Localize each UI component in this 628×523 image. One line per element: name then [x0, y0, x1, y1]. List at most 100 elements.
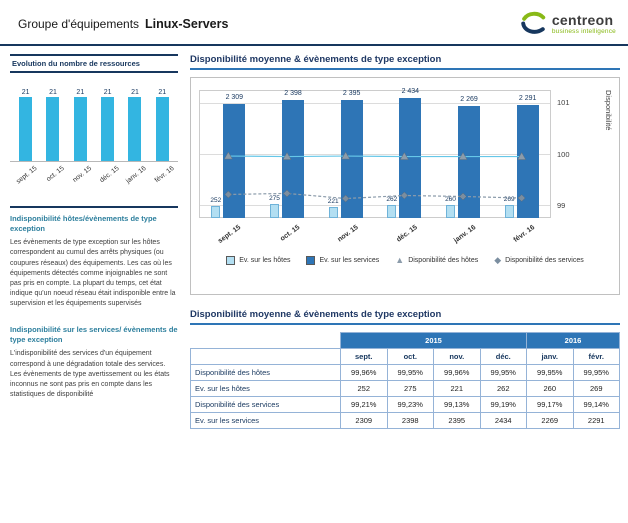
diamond-marker-icon: ◆ — [494, 255, 502, 265]
resources-x-labels: sept. 15 oct. 15 nov. 15 déc. 15 janv. 16 fév… — [10, 162, 178, 196]
sidebar-section-body: L'indisponibilité des services d'un équi… — [10, 350, 170, 399]
x-axis-label: oct. 15 — [45, 165, 66, 184]
table-section-title: Disponibilité moyenne & évènements de ty… — [190, 309, 442, 320]
table-cell: 99,95% — [479, 364, 527, 381]
x-axis-label: févr. 16 — [512, 224, 536, 244]
bar-value-label: 21 — [49, 89, 57, 96]
table-cell: 99,17% — [526, 396, 574, 413]
resources-bar — [155, 97, 169, 161]
table-cell: 99,21% — [340, 396, 388, 413]
resources-bars-row: 21 21 21 21 21 21 — [10, 83, 178, 162]
table-cell: 2291 — [572, 412, 620, 429]
table-row: Disponibilité des services 99,21% 99,23% 99… — [190, 396, 620, 413]
right-axis-tick-label: 100 — [557, 149, 570, 159]
section-title-rule — [190, 68, 620, 70]
availability-stats-table: 2015 2016 sept. oct. nov. déc. janv. févr. Dispo… — [190, 332, 620, 429]
right-axis-title: Disponibilité — [604, 90, 613, 131]
table-cell: 2309 — [340, 412, 388, 429]
legend-label: Disponibilité des services — [505, 257, 584, 264]
services-events-bar — [223, 104, 246, 218]
table-cell: 99,23% — [386, 396, 434, 413]
triangle-marker-icon: ▲ — [395, 255, 405, 265]
gridline — [200, 102, 550, 104]
logo-text-block: centreon business intelligence — [552, 13, 616, 36]
services-events-value: 2 395 — [342, 90, 361, 98]
resources-bar — [128, 97, 142, 161]
x-axis-label: sept. 15 — [15, 165, 39, 186]
resources-bar-slot: 21 — [67, 89, 94, 161]
sidebar-section-body: Les évènements de type exception sur les… — [10, 239, 176, 308]
bar-value-label: 21 — [131, 89, 139, 96]
table-row: Disponibilité des hôtes 99,96% 99,95% 99,96… — [190, 364, 620, 381]
table-row-label: Disponibilité des hôtes — [190, 364, 341, 381]
resources-bar — [73, 97, 87, 161]
table-month-corner — [190, 348, 341, 365]
x-axis-label: nov. 15 — [336, 224, 360, 244]
legend-item: Ev. sur les hôtes — [226, 256, 290, 265]
host-events-bar — [328, 207, 338, 218]
table-month-header: oct. — [386, 348, 434, 365]
host-events-bar — [211, 205, 221, 218]
report-body: Evolution du nombre de ressources 21 21 21… — [0, 46, 628, 429]
table-month-header: févr. — [572, 348, 620, 365]
page-title-group-name: Linux-Servers — [145, 17, 229, 31]
right-axis-tick-label: 101 — [557, 98, 570, 108]
sidebar-section-title: Indisponibilité sur les services/ évènem… — [10, 325, 178, 345]
main-column: Disponibilité moyenne & évènements de ty… — [190, 54, 620, 429]
host-events-value: 252 — [210, 196, 222, 204]
services-events-value: 2 269 — [460, 96, 478, 104]
x-axis-label: déc. 15 — [98, 165, 121, 185]
resources-bar-slot: 21 — [12, 89, 39, 161]
host-events-value: 269 — [503, 195, 515, 203]
table-month-header: nov. — [433, 348, 481, 365]
host-events-value: 275 — [269, 195, 280, 203]
table-year-header: 2015 — [340, 332, 527, 349]
host-events-bar — [446, 205, 455, 218]
services-events-value: 2 309 — [225, 94, 244, 102]
services-events-value: 2 398 — [284, 89, 302, 97]
resources-evolution-chart: 21 21 21 21 21 21 sept. 15 oct. 15 nov. 15 déc. 1… — [10, 83, 178, 196]
bar-value-label: 21 — [76, 89, 85, 96]
resources-bar-slot: 21 — [94, 89, 121, 161]
table-cell: 99,14% — [572, 396, 620, 413]
table-cell: 262 — [479, 380, 527, 397]
table-cell: 99,95% — [386, 364, 434, 381]
x-axis-label: janv. 16 — [452, 224, 478, 245]
host-events-value: 260 — [445, 196, 456, 204]
table-year-header: 2016 — [526, 332, 620, 349]
chart-legend: Ev. sur les hôtes Ev. sur les services ▲ Di… — [191, 256, 619, 265]
table-cell: 2434 — [479, 412, 527, 429]
table-month-row: sept. oct. nov. déc. janv. févr. — [190, 348, 620, 365]
availability-events-chart: 99 100 101 2 309 252 sept. 15 2 398 275 oct. 15 2… — [190, 77, 620, 295]
x-axis-label: févr. 16 — [153, 165, 176, 185]
legend-item: Ev. sur les services — [306, 256, 379, 265]
table-month-header: déc. — [479, 348, 527, 365]
resources-bar — [46, 97, 60, 161]
services-events-bar — [282, 99, 304, 218]
services-events-bar — [399, 98, 422, 218]
table-month-header: janv. — [526, 348, 574, 365]
x-axis-label: nov. 15 — [71, 165, 94, 184]
legend-swatch — [226, 256, 236, 265]
bar-value-label: 21 — [103, 89, 112, 96]
centreon-logo-icon — [521, 11, 546, 34]
legend-item: ▲ Disponibilité des hôtes — [395, 256, 478, 265]
table-row-label: Disponibilité des services — [190, 396, 341, 413]
table-cell: 2269 — [526, 412, 574, 429]
logo-name: centreon — [551, 11, 614, 28]
x-axis-label: déc. 15 — [395, 224, 419, 244]
bar-value-label: 21 — [21, 89, 30, 96]
table-cell: 221 — [433, 380, 481, 397]
table-cell: 2398 — [386, 412, 434, 429]
gridline — [200, 205, 550, 207]
legend-label: Ev. sur les services — [319, 257, 380, 264]
services-events-bar — [458, 106, 480, 218]
sidebar-section-hosts-unavailability: Indisponibilité hôtes/évènements de type… — [10, 206, 178, 309]
table-year-row: 2015 2016 — [190, 332, 620, 349]
table-cell: 99,19% — [479, 396, 527, 413]
table-cell: 99,13% — [433, 396, 481, 413]
legend-label: Ev. sur les hôtes — [239, 257, 291, 264]
services-events-bar — [516, 105, 539, 218]
legend-swatch — [306, 256, 316, 265]
